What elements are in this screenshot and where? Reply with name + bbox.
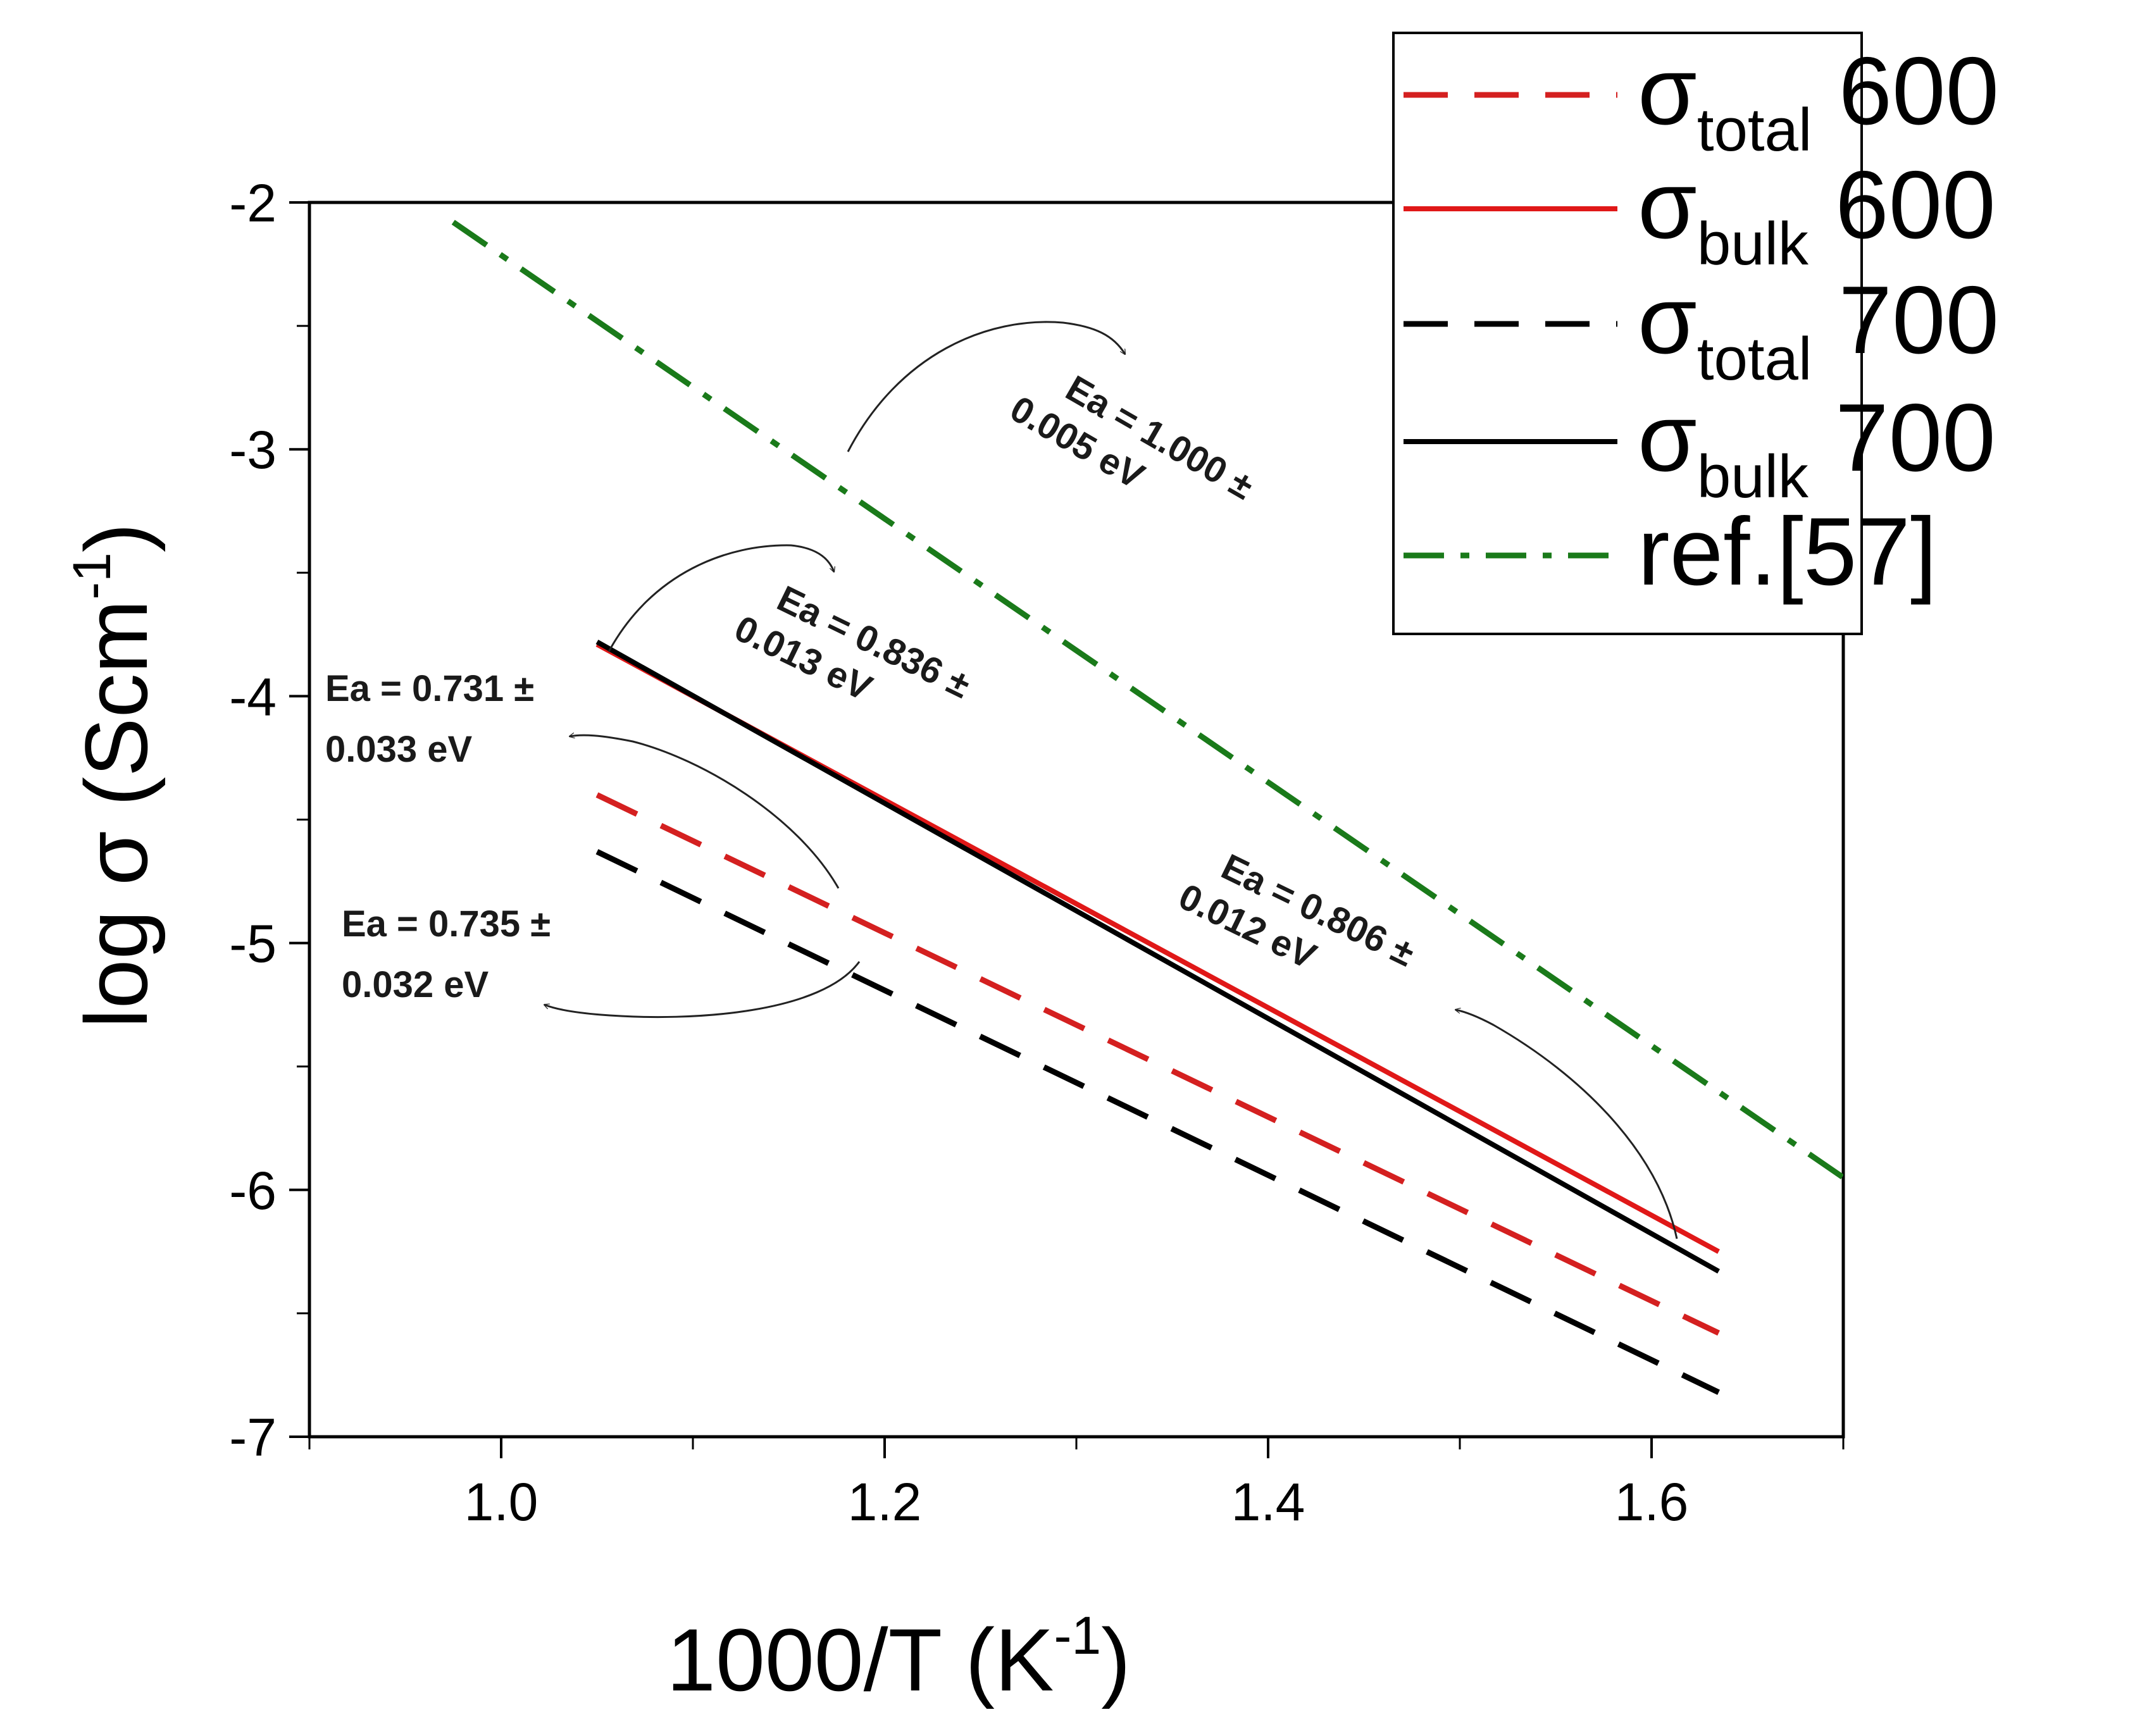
annotation-ea-0735: Ea = 0.735 ±0.032 eV xyxy=(342,903,861,1019)
y-tick-label: -2 xyxy=(229,173,277,233)
legend-label-0: σtotal 600 xyxy=(1638,37,1999,164)
y-axis-title: log σ (Scm-1) xyxy=(62,523,166,1029)
annotation-text-ea-0735: Ea = 0.735 ±0.032 eV xyxy=(342,903,551,1005)
legend-label-2: σtotal 700 xyxy=(1638,266,1999,393)
y-tick-label: -6 xyxy=(229,1161,277,1220)
annotation-ea-1000: Ea = 1.000 ±0.005 eV xyxy=(847,321,1261,547)
annotation-ea-0836: Ea = 0.836 ±0.013 eV xyxy=(607,544,977,747)
x-tick-label: 1.4 xyxy=(1231,1472,1305,1532)
annotation-text-ea-0836: Ea = 0.836 ±0.013 eV xyxy=(728,567,977,747)
annotation-arrow-ea-0806 xyxy=(1455,1010,1678,1239)
annotation-text-ea-1000: Ea = 1.000 ±0.005 eV xyxy=(1004,349,1261,547)
annotation-ea-0731: Ea = 0.731 ±0.033 eV xyxy=(325,668,840,889)
legend-label-1: σbulk 600 xyxy=(1638,151,1996,278)
x-axis-title: 1000/T (K-1) xyxy=(666,1606,1131,1709)
annotation-arrow-ea-1000 xyxy=(847,321,1126,452)
x-tick-label: 1.2 xyxy=(848,1472,922,1532)
legend-label-3: σbulk 700 xyxy=(1638,384,1996,511)
annotation-arrow-ea-0735 xyxy=(544,961,861,1019)
series-line-3 xyxy=(595,640,1721,1274)
axis-ticks: 1.0 1.2 1.4 1.6 -2 -3 -4 -5 -6 -7 xyxy=(229,173,1845,1532)
legend-label-4: ref.[57] xyxy=(1638,498,1937,605)
series-line-0 xyxy=(595,792,1720,1336)
x-tick-label: 1.6 xyxy=(1615,1472,1689,1532)
series-layer xyxy=(451,220,1843,1395)
y-tick-label: -4 xyxy=(229,667,277,726)
y-tick-label: -7 xyxy=(229,1408,277,1467)
annotation-text-ea-0731: Ea = 0.731 ±0.033 eV xyxy=(325,668,534,770)
annotation-arrow-ea-0836 xyxy=(607,544,834,652)
annotation-arrow-ea-0731 xyxy=(570,735,840,889)
series-line-2 xyxy=(595,849,1721,1395)
x-tick-label: 1.0 xyxy=(464,1472,538,1532)
annotation-ea-0806: Ea = 0.806 ±0.012 eV xyxy=(1173,846,1678,1239)
series-line-4 xyxy=(451,220,1843,1180)
y-tick-label: -3 xyxy=(229,420,277,480)
y-tick-label: -5 xyxy=(229,914,277,974)
legend-box xyxy=(1392,32,1863,635)
